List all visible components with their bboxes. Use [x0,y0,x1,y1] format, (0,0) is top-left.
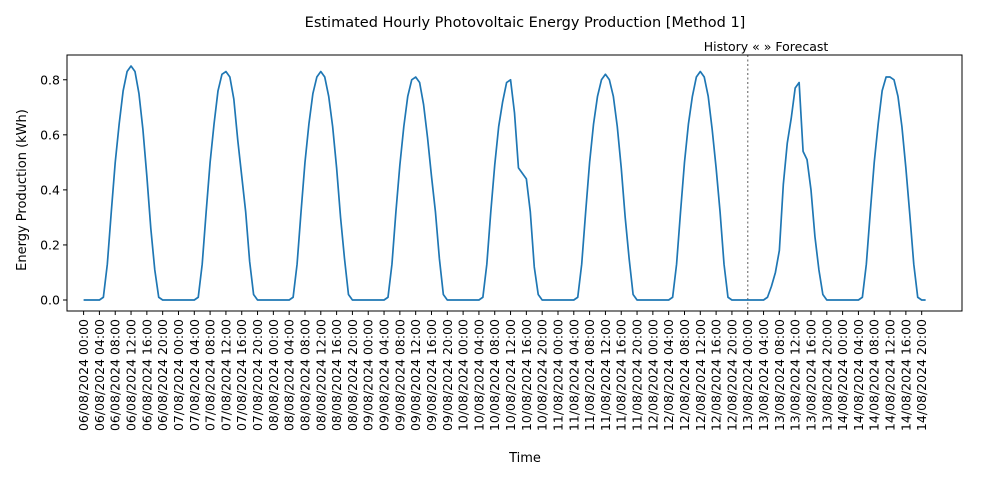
x-axis: 06/08/2024 00:00 06/08/2024 04:00 06/08/20… [76,311,929,431]
series-line [83,65,926,301]
x-tick-label: 12/08/2024 16:00 [709,319,724,431]
x-tick-label: 14/08/2024 00:00 [835,319,850,431]
x-tick-label: 12/08/2024 20:00 [724,319,739,431]
x-tick-label: 11/08/2024 08:00 [582,319,597,431]
x-tick-label: 09/08/2024 00:00 [361,319,376,431]
x-tick-label: 13/08/2024 12:00 [788,319,803,431]
x-tick-label: 06/08/2024 12:00 [124,319,139,431]
x-tick-label: 07/08/2024 20:00 [250,319,265,431]
x-tick-label: 10/08/2024 04:00 [471,319,486,431]
x-tick-label: 11/08/2024 16:00 [614,319,629,431]
plot-area [83,55,926,311]
x-tick-label: 12/08/2024 12:00 [693,319,708,431]
y-tick-label: 0.8 [40,72,60,87]
y-tick-label: 0.4 [40,182,60,197]
x-tick-label: 14/08/2024 04:00 [851,319,866,431]
x-tick-label: 07/08/2024 04:00 [187,319,202,431]
x-tick-label: 10/08/2024 16:00 [519,319,534,431]
x-tick-label: 08/08/2024 20:00 [345,319,360,431]
x-tick-label: 13/08/2024 04:00 [756,319,771,431]
y-tick-label: 0.2 [40,237,60,252]
x-tick-label: 12/08/2024 04:00 [661,319,676,431]
x-tick-label: 08/08/2024 00:00 [266,319,281,431]
x-tick-label: 10/08/2024 08:00 [487,319,502,431]
x-tick-label: 08/08/2024 04:00 [282,319,297,431]
y-tick-label: 0.6 [40,127,60,142]
x-tick-label: 12/08/2024 00:00 [645,319,660,431]
x-tick-label: 09/08/2024 12:00 [408,319,423,431]
x-tick-label: 07/08/2024 00:00 [171,319,186,431]
x-tick-label: 08/08/2024 16:00 [329,319,344,431]
x-tick-label: 07/08/2024 16:00 [234,319,249,431]
x-tick-label: 14/08/2024 20:00 [914,319,929,431]
x-tick-label: 12/08/2024 08:00 [677,319,692,431]
divider-label: History « » Forecast [704,39,829,54]
chart-title: Estimated Hourly Photovoltaic Energy Pro… [305,15,746,31]
x-tick-label: 10/08/2024 12:00 [503,319,518,431]
x-tick-label: 09/08/2024 04:00 [377,319,392,431]
x-tick-label: 14/08/2024 08:00 [867,319,882,431]
x-tick-label: 13/08/2024 16:00 [803,319,818,431]
x-tick-label: 07/08/2024 12:00 [218,319,233,431]
x-tick-label: 10/08/2024 00:00 [456,319,471,431]
x-tick-label: 06/08/2024 16:00 [139,319,154,431]
y-tick-label: 0.0 [40,292,60,307]
x-tick-label: 06/08/2024 00:00 [76,319,91,431]
x-axis-label: Time [508,451,541,466]
x-tick-label: 06/08/2024 04:00 [92,319,107,431]
x-tick-label: 11/08/2024 00:00 [550,319,565,431]
x-tick-label: 10/08/2024 20:00 [535,319,550,431]
x-tick-label: 14/08/2024 12:00 [883,319,898,431]
y-axis: 0.0 0.2 0.4 0.6 0.8 [40,72,67,307]
x-tick-label: 11/08/2024 20:00 [630,319,645,431]
x-tick-label: 07/08/2024 08:00 [203,319,218,431]
x-tick-label: 14/08/2024 16:00 [898,319,913,431]
x-tick-label: 06/08/2024 20:00 [155,319,170,431]
x-tick-label: 11/08/2024 12:00 [598,319,613,431]
x-tick-label: 06/08/2024 08:00 [108,319,123,431]
x-tick-label: 09/08/2024 20:00 [440,319,455,431]
x-tick-label: 13/08/2024 00:00 [740,319,755,431]
x-tick-label: 11/08/2024 04:00 [566,319,581,431]
plot-frame [66,54,963,312]
x-tick-label: 08/08/2024 08:00 [297,319,312,431]
x-tick-label: 09/08/2024 08:00 [392,319,407,431]
x-tick-label: 13/08/2024 08:00 [772,319,787,431]
x-tick-label: 13/08/2024 20:00 [819,319,834,431]
y-axis-label: Energy Production (kWh) [15,109,30,271]
x-tick-label: 08/08/2024 12:00 [313,319,328,431]
x-tick-label: 09/08/2024 16:00 [424,319,439,431]
